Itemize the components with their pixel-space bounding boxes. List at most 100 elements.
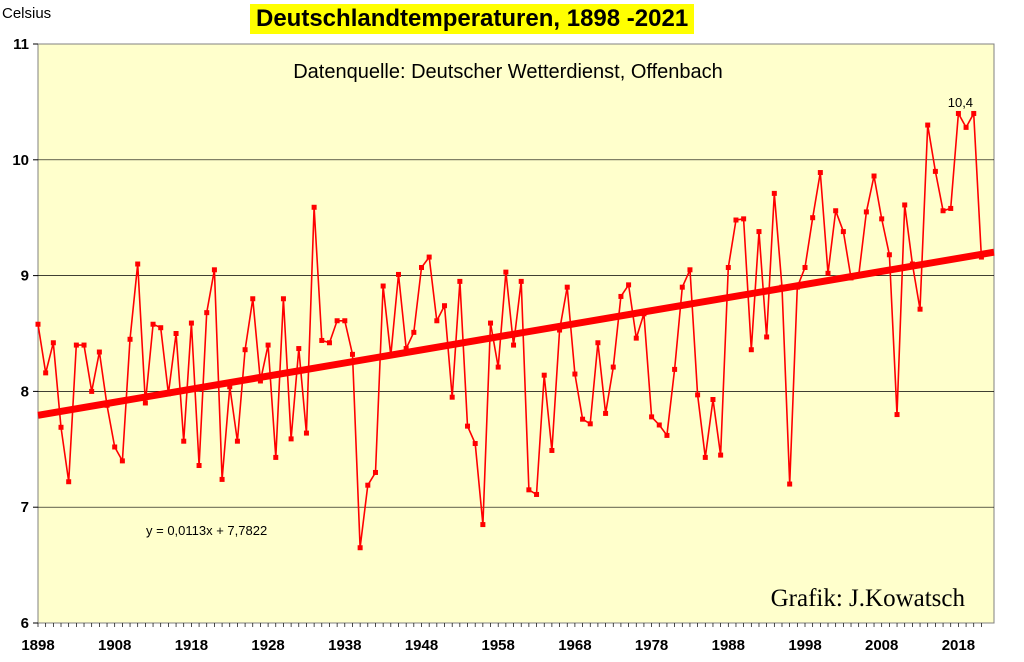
data-point	[917, 306, 923, 312]
max-value-annotation: 10,4	[948, 95, 973, 110]
data-point	[349, 351, 355, 357]
data-point	[633, 335, 639, 341]
y-tick-label: 9	[21, 268, 29, 285]
data-point	[817, 170, 823, 176]
data-point	[135, 261, 141, 267]
x-tick-label: 2008	[865, 637, 898, 654]
data-point	[779, 284, 785, 290]
data-point	[58, 424, 64, 430]
data-point	[395, 271, 401, 277]
data-point	[534, 491, 540, 497]
data-point	[687, 267, 693, 273]
data-point	[211, 267, 217, 273]
data-point	[119, 458, 125, 464]
data-point	[227, 384, 233, 390]
data-point	[250, 296, 256, 302]
data-point	[288, 436, 294, 442]
data-point	[257, 378, 263, 384]
data-point	[480, 522, 486, 528]
data-point	[503, 269, 509, 275]
data-point	[326, 340, 332, 346]
data-point	[771, 190, 777, 196]
data-point	[173, 331, 179, 336]
data-point	[365, 482, 371, 488]
data-point	[234, 438, 240, 444]
data-point	[879, 216, 885, 222]
data-point	[725, 264, 731, 270]
x-tick-label: 2018	[942, 637, 975, 654]
data-point	[909, 261, 915, 267]
x-tick-label: 1948	[405, 637, 438, 654]
data-point	[856, 273, 862, 279]
data-point	[188, 320, 194, 326]
data-point	[419, 264, 424, 270]
data-point	[181, 438, 187, 444]
data-point	[357, 545, 363, 551]
data-point	[718, 452, 724, 458]
chart-subtitle: Datenquelle: Deutscher Wetterdienst, Off…	[293, 61, 723, 83]
x-tick-label: 1928	[251, 637, 284, 654]
data-point	[672, 366, 678, 372]
data-point	[948, 205, 954, 211]
data-point	[580, 416, 586, 422]
data-point	[932, 168, 938, 174]
data-point	[89, 388, 95, 394]
data-point	[434, 318, 440, 324]
data-point	[848, 275, 854, 281]
data-point	[618, 293, 624, 299]
data-point	[296, 346, 302, 352]
data-point	[219, 476, 225, 482]
data-point	[802, 264, 808, 270]
data-point	[733, 217, 739, 223]
data-point	[165, 391, 171, 397]
data-point	[626, 282, 632, 288]
data-point	[925, 122, 931, 128]
data-point	[311, 204, 317, 210]
data-point	[112, 444, 118, 450]
data-point	[449, 394, 455, 400]
data-point	[204, 310, 210, 316]
data-point	[511, 342, 517, 348]
x-tick-label: 1918	[175, 637, 208, 654]
data-point	[158, 325, 164, 331]
x-tick-label: 1998	[788, 637, 821, 654]
data-point	[794, 284, 800, 290]
data-point	[66, 479, 72, 485]
data-point	[518, 278, 524, 284]
x-tick-label: 1978	[635, 637, 668, 654]
data-point	[955, 110, 961, 116]
data-point	[656, 422, 662, 428]
data-point	[96, 349, 102, 355]
data-point	[871, 173, 877, 179]
data-point	[73, 342, 79, 348]
data-point	[940, 208, 946, 214]
data-point	[50, 340, 56, 346]
y-tick-label: 10	[12, 152, 29, 169]
data-point	[649, 414, 655, 420]
data-point	[280, 296, 286, 302]
series-markers	[35, 110, 984, 551]
x-tick-label: 1898	[21, 637, 54, 654]
data-point	[894, 412, 900, 418]
data-point	[564, 284, 570, 290]
data-point	[595, 340, 601, 346]
y-tick-label: 6	[21, 615, 29, 632]
data-point	[334, 318, 340, 324]
data-point	[457, 278, 463, 284]
data-point	[963, 124, 969, 130]
series-line	[37, 110, 983, 548]
data-point	[572, 371, 578, 377]
data-point	[587, 421, 593, 427]
data-point	[127, 336, 133, 342]
data-point	[886, 252, 892, 258]
data-point	[142, 400, 148, 406]
data-point	[81, 342, 87, 348]
data-point	[273, 454, 279, 460]
data-point	[710, 397, 716, 403]
data-point	[557, 327, 563, 333]
data-point	[748, 347, 754, 353]
data-point	[978, 254, 984, 260]
data-point	[426, 254, 432, 260]
chart-title: Deutschlandtemperaturen, 1898 -2021	[250, 4, 695, 34]
